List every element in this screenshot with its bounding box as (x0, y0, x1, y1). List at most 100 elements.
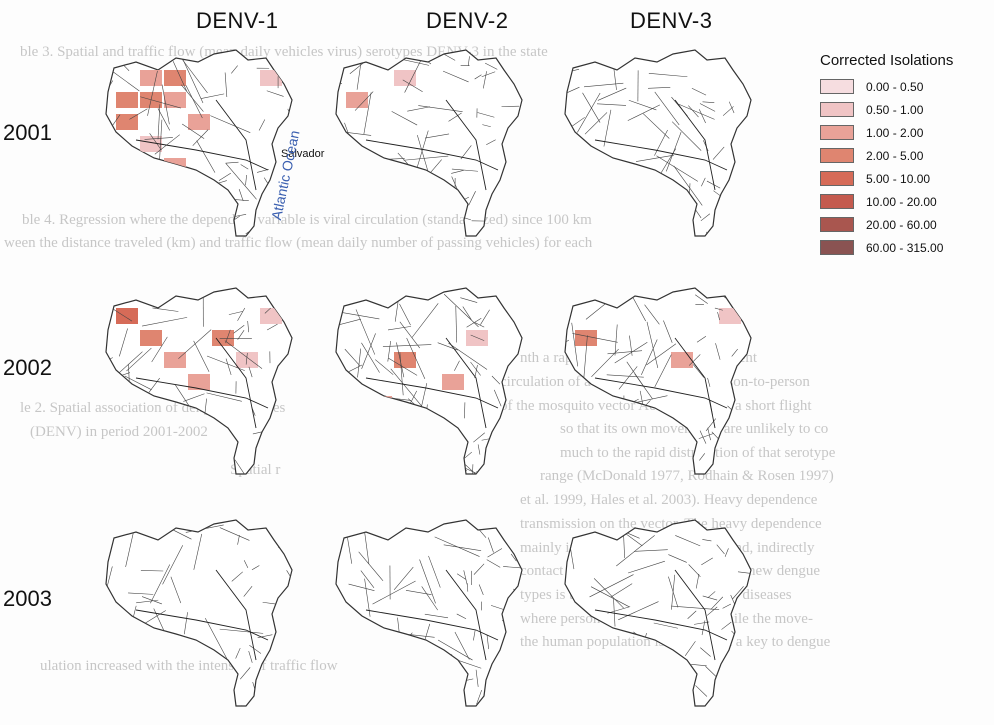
municipality-border (106, 611, 117, 619)
municipality-border (565, 86, 580, 97)
municipality-border (106, 314, 109, 322)
municipality-border (612, 688, 649, 706)
municipality-border (666, 131, 682, 172)
municipality-border (343, 402, 354, 429)
municipality-border (172, 61, 187, 92)
municipality-border (157, 108, 171, 131)
municipality-border (681, 671, 695, 699)
municipality-border (228, 311, 243, 315)
municipality-border (159, 237, 171, 240)
municipality-border (114, 633, 143, 645)
municipality-border (372, 580, 416, 605)
municipality-border (234, 459, 246, 474)
municipality-border (594, 413, 606, 444)
municipality-border (602, 192, 611, 234)
municipality-border (183, 393, 205, 402)
state-outline (105, 519, 293, 707)
municipality-border (518, 169, 522, 182)
municipality-border (233, 324, 245, 334)
municipality-border (596, 176, 613, 209)
municipality-border (224, 72, 228, 97)
municipality-border (180, 56, 208, 94)
municipality-border (620, 400, 651, 433)
municipality-border (336, 459, 355, 471)
municipality-border (150, 564, 171, 604)
municipality-border (701, 557, 713, 566)
municipality-border (707, 591, 716, 599)
municipality-border (156, 234, 162, 236)
municipality-border (191, 674, 219, 706)
legend-swatch (820, 240, 854, 255)
municipality-border (450, 469, 467, 473)
municipality-border (181, 123, 205, 139)
municipality-border (114, 446, 142, 451)
municipality-border (587, 470, 605, 474)
shaded-municipality (212, 330, 234, 346)
municipality-border (520, 537, 522, 548)
municipality-border (106, 700, 128, 706)
municipality-border (336, 615, 351, 627)
municipality-border (112, 71, 140, 92)
municipality-border (289, 546, 292, 554)
municipality-border (375, 687, 379, 706)
legend-label: 1.00 - 2.00 (866, 125, 924, 140)
municipality-border (467, 56, 470, 66)
municipality-border (565, 630, 582, 644)
legend-item: 20.00 - 60.00 (820, 213, 992, 236)
municipality-border (363, 92, 372, 135)
municipality-border (106, 228, 114, 236)
shaded-municipality (116, 308, 138, 324)
municipality-border (496, 667, 501, 679)
municipality-border (714, 307, 723, 311)
shaded-municipality (394, 70, 416, 86)
municipality-border (692, 364, 705, 378)
legend-items: 0.00 - 0.50 0.50 - 1.00 1.00 - 2.00 2.00 - … (820, 75, 992, 259)
legend-swatch (820, 171, 854, 186)
municipality-border (168, 220, 188, 236)
municipality-border (154, 469, 188, 474)
municipality-border (630, 457, 657, 474)
municipality-border (720, 707, 724, 710)
municipality-border (217, 180, 227, 184)
municipality-border (157, 104, 161, 140)
municipality-border (119, 328, 128, 357)
shaded-municipality (442, 374, 464, 390)
municipality-border (224, 340, 263, 369)
municipality-border (623, 533, 625, 558)
municipality-border (348, 583, 375, 591)
municipality-border (716, 450, 730, 458)
municipality-border (737, 571, 751, 574)
background-text-line: (DENV) in period 2001-2002 (30, 424, 208, 440)
municipality-border (487, 537, 494, 553)
background-text-line: ble 4. Regression where the dependent va… (22, 212, 592, 228)
municipality-border (356, 180, 372, 209)
municipality-border (474, 322, 485, 328)
municipality-border (577, 92, 601, 133)
municipality-border (476, 689, 482, 705)
municipality-border (695, 685, 708, 697)
shaded-municipality (370, 396, 392, 412)
shaded-municipality (140, 330, 162, 346)
municipality-border (127, 230, 165, 236)
road-line (365, 99, 499, 191)
state-outline (564, 519, 752, 707)
municipality-border (354, 91, 374, 111)
shaded-municipality (116, 92, 138, 108)
municipality-border (183, 612, 188, 635)
municipality-border (715, 343, 721, 360)
municipality-border (270, 705, 281, 706)
municipality-border (590, 634, 632, 640)
municipality-border (295, 640, 308, 652)
municipality-border (634, 549, 668, 552)
municipality-border (460, 145, 472, 160)
municipality-border (111, 693, 115, 706)
municipality-border (473, 432, 485, 443)
municipality-border (235, 647, 241, 659)
municipality-border (370, 706, 389, 710)
shaded-municipality (116, 114, 138, 130)
municipality-border (694, 621, 710, 625)
municipality-border (406, 337, 426, 379)
municipality-border (607, 606, 631, 614)
municipality-border (652, 184, 672, 198)
municipality-border (437, 232, 454, 236)
